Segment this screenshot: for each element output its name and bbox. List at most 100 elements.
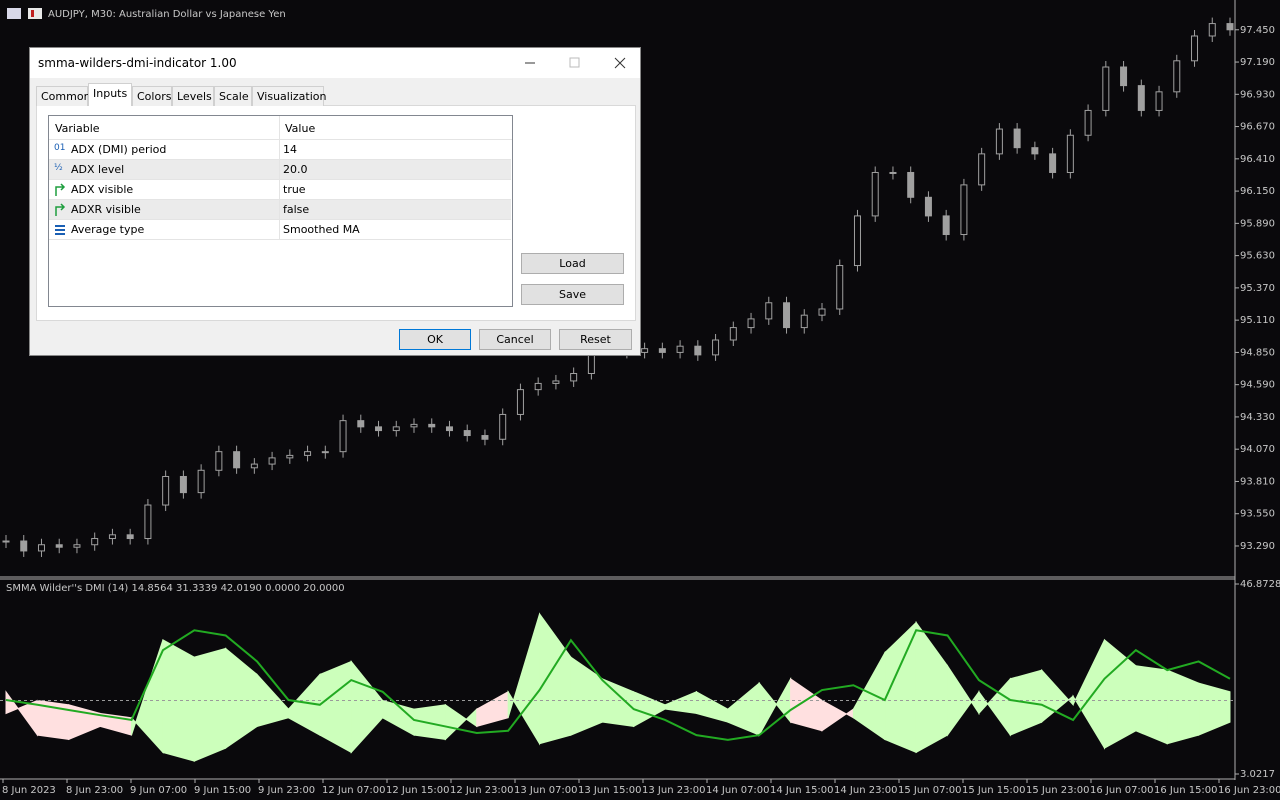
- x-tick-label: 9 Jun 07:00: [130, 785, 187, 796]
- candle: [889, 171, 897, 174]
- y-tick-label: 93.550: [1240, 509, 1275, 520]
- column-divider: [279, 180, 280, 200]
- ok-button[interactable]: OK: [399, 329, 471, 350]
- maximize[interactable]: [569, 57, 580, 68]
- tab[interactable]: Visualization: [252, 86, 326, 106]
- candle: [871, 171, 879, 217]
- candle: [1226, 23, 1234, 31]
- tab[interactable]: Colors: [132, 86, 172, 106]
- y-tick-label: 96.410: [1240, 154, 1275, 165]
- candle: [942, 215, 950, 236]
- candle: [1120, 66, 1128, 87]
- y-tick-label: 3.0217: [1240, 769, 1275, 780]
- candle: [1013, 128, 1021, 149]
- candle: [357, 420, 365, 428]
- candle: [960, 184, 968, 236]
- x-tick-label: 13 Jun 07:00: [514, 785, 578, 796]
- table-row[interactable]: ½ ADX level 20.0: [49, 160, 511, 180]
- y-tick-label: 94.590: [1240, 380, 1275, 391]
- y-tick-label: 96.930: [1240, 89, 1275, 100]
- table-row[interactable]: ADX visible true: [49, 180, 511, 200]
- close[interactable]: [614, 57, 626, 69]
- candle: [20, 540, 28, 552]
- x-tick-label: 16 Jun 23:00: [1218, 785, 1280, 796]
- candle: [392, 426, 400, 432]
- candle: [907, 171, 915, 198]
- candle: [339, 420, 347, 453]
- cell-value: true: [283, 183, 306, 196]
- y-tick-label: 93.290: [1240, 541, 1275, 552]
- candle: [516, 389, 524, 415]
- symbol-title: AUDJPY, M30: Australian Dollar vs Japane…: [48, 9, 286, 20]
- column-divider: [279, 116, 280, 140]
- candle: [445, 426, 453, 432]
- candle: [818, 308, 826, 316]
- y-tick-label: 97.450: [1240, 25, 1275, 36]
- candle: [91, 538, 99, 546]
- candle: [162, 475, 170, 506]
- candle: [1102, 66, 1110, 111]
- cell-value: 14: [283, 143, 297, 156]
- tab[interactable]: Inputs: [88, 83, 132, 106]
- x-tick-label: 16 Jun 15:00: [1154, 785, 1218, 796]
- candle: [126, 534, 134, 540]
- candle: [1066, 134, 1074, 173]
- x-tick-label: 13 Jun 23:00: [642, 785, 706, 796]
- y-tick-label: 46.8728: [1240, 579, 1280, 590]
- indicator-label: SMMA Wilder''s DMI (14) 14.8564 31.3339 …: [6, 583, 345, 594]
- cell-variable: ADX (DMI) period: [71, 143, 167, 156]
- candle: [694, 345, 702, 356]
- candle: [2, 540, 10, 543]
- table-row[interactable]: Average type Smoothed MA: [49, 220, 511, 240]
- candle: [765, 302, 773, 320]
- x-tick-label: 9 Jun 15:00: [194, 785, 251, 796]
- save-button[interactable]: Save: [521, 284, 624, 305]
- candle: [1084, 109, 1092, 136]
- tab[interactable]: Common: [36, 86, 91, 106]
- candle: [463, 430, 471, 437]
- y-tick-label: 96.670: [1240, 122, 1275, 133]
- cell-variable: ADXR visible: [71, 203, 141, 216]
- load-button[interactable]: Load: [521, 253, 624, 274]
- cell-variable: Average type: [71, 223, 145, 236]
- candle: [410, 423, 418, 428]
- candle: [552, 380, 560, 384]
- inputs-table: Variable Value 01 ADX (DMI) period 14 ½ ADX …: [48, 115, 513, 307]
- candle: [179, 475, 187, 494]
- candle: [1031, 147, 1039, 155]
- candle: [676, 345, 684, 353]
- table-row[interactable]: ADXR visible false: [49, 200, 511, 220]
- candle: [570, 372, 578, 382]
- y-tick-label: 96.150: [1240, 186, 1275, 197]
- cancel-button[interactable]: Cancel: [479, 329, 551, 350]
- x-tick-label: 12 Jun 15:00: [386, 785, 450, 796]
- di-fill: [1198, 682, 1231, 736]
- tab[interactable]: Scale: [214, 86, 252, 106]
- candle: [729, 327, 737, 341]
- column-divider: [279, 140, 280, 160]
- chart-icon: [31, 10, 34, 17]
- candle: [800, 314, 808, 329]
- dialog: smma-wilders-dmi-indicator 1.00 Variable…: [29, 47, 641, 356]
- candle: [658, 348, 666, 353]
- row-icon-arrow: [55, 203, 66, 216]
- x-tick-label: 14 Jun 15:00: [770, 785, 834, 796]
- candle: [995, 128, 1003, 155]
- row-icon: [55, 225, 65, 235]
- row-icon-list: [55, 225, 65, 235]
- tab[interactable]: Levels: [172, 86, 214, 106]
- di-fill: [162, 638, 195, 762]
- reset-button[interactable]: Reset: [559, 329, 632, 350]
- cell-value: false: [283, 203, 310, 216]
- di-fill: [193, 647, 227, 762]
- window-controls[interactable]: [510, 48, 640, 78]
- chart-icon: [28, 8, 42, 19]
- row-icon: ½: [54, 163, 63, 173]
- table-row[interactable]: 01 ADX (DMI) period 14: [49, 140, 511, 160]
- x-tick-label: 13 Jun 15:00: [578, 785, 642, 796]
- adx-line: [5, 629, 1231, 741]
- candle: [499, 413, 507, 440]
- candle: [215, 451, 223, 471]
- row-icon: [55, 183, 66, 196]
- di-fill: [413, 704, 446, 741]
